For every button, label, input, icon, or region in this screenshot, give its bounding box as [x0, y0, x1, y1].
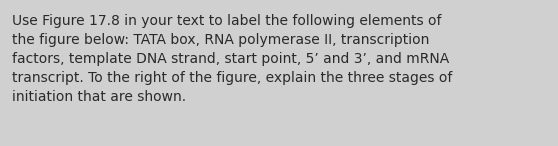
Text: Use Figure 17.8 in your text to label the following elements of
the figure below: Use Figure 17.8 in your text to label th… [12, 14, 453, 104]
